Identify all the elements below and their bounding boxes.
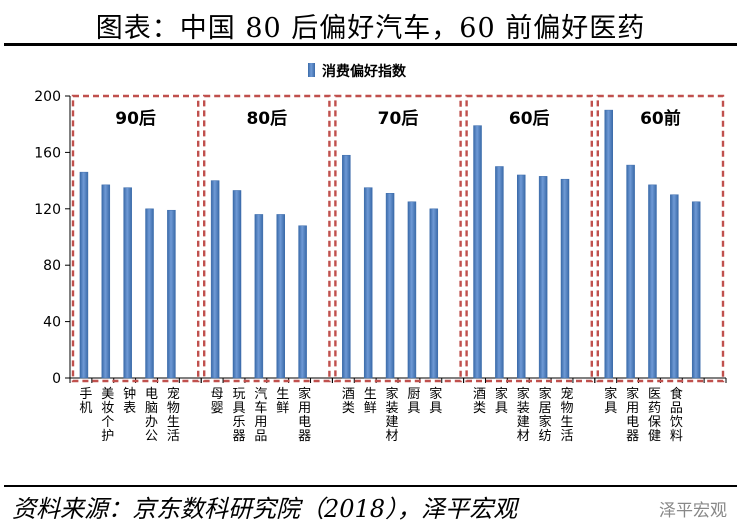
x-tick-label: 家具 <box>495 386 508 416</box>
bar <box>342 154 351 379</box>
group-label: 70后 <box>378 109 419 129</box>
x-tick-label: 酒类 <box>342 387 355 416</box>
x-tick-label: 家具 <box>429 386 442 416</box>
group-label: 60前 <box>640 108 681 129</box>
bar <box>604 109 613 379</box>
bar <box>429 208 439 379</box>
x-tick-label: 医药保健 <box>648 387 661 444</box>
bar <box>626 164 635 379</box>
chart-title: 图表：中国 80 后偏好汽车，60 前偏好医药 <box>95 13 646 44</box>
x-tick-label: 美妆个护 <box>101 387 114 444</box>
x-tick-label: 生鲜 <box>276 387 289 416</box>
group-box <box>334 94 462 383</box>
x-tick-label: 宠物生活 <box>167 386 180 444</box>
bar <box>560 178 570 379</box>
x-tick-label: 厨具 <box>407 387 420 416</box>
bar <box>232 190 242 379</box>
bar <box>254 214 264 379</box>
bar <box>298 225 307 379</box>
y-tick-label: 200 <box>34 89 61 105</box>
x-tick-label: 生鲜 <box>364 387 377 416</box>
y-tick-label: 120 <box>34 202 61 218</box>
group-label: 60后 <box>509 109 550 129</box>
x-tick-label: 家用电器 <box>298 386 311 444</box>
bar <box>210 180 220 379</box>
bar <box>691 201 701 379</box>
source-rule <box>4 485 737 487</box>
y-tick-label: 80 <box>43 258 61 274</box>
x-tick-label: 家装建材 <box>517 386 530 444</box>
title-rule <box>4 43 737 46</box>
watermark: 泽平宏观 <box>659 501 727 521</box>
x-tick-label: 宠物生活 <box>560 386 573 444</box>
bar <box>670 194 679 379</box>
x-tick-label: 家居家纺 <box>539 386 552 444</box>
bar <box>407 201 417 379</box>
bar <box>145 208 154 379</box>
group-label: 80后 <box>246 109 287 129</box>
y-tick-label: 160 <box>34 145 61 161</box>
bar <box>648 184 657 379</box>
legend: 消费偏好指数 <box>308 63 407 80</box>
x-tick-label: 家用电器 <box>626 386 639 444</box>
bar <box>473 125 482 379</box>
bar <box>276 214 285 379</box>
x-tick-label: 家装建材 <box>386 386 399 444</box>
y-tick-label: 0 <box>52 371 61 387</box>
bar <box>167 209 176 379</box>
x-tick-label: 钟表 <box>123 386 136 416</box>
x-tick-label: 手机 <box>79 387 92 416</box>
group-box <box>71 94 200 383</box>
x-tick-label: 家具 <box>604 386 617 416</box>
x-tick-label: 食品饮料 <box>670 386 683 444</box>
legend-label: 消费偏好指数 <box>322 63 407 80</box>
x-tick-label: 电脑办公 <box>145 387 158 444</box>
group-box <box>202 94 331 383</box>
group-box <box>465 94 594 383</box>
bar <box>385 193 395 379</box>
bar <box>495 166 504 379</box>
bar <box>538 176 548 379</box>
x-tick-label: 酒类 <box>473 387 486 416</box>
group-box <box>596 94 725 383</box>
bar <box>101 184 111 379</box>
bar <box>517 174 526 379</box>
bar <box>79 171 89 379</box>
x-tick-label: 汽车用品 <box>254 387 267 444</box>
x-tick-label: 玩具乐器 <box>232 387 245 444</box>
group-label: 90后 <box>115 109 156 129</box>
legend-swatch <box>308 63 315 77</box>
bar <box>123 187 132 379</box>
y-tick-label: 40 <box>43 315 61 331</box>
source-note: 资料来源：京东数科研究院（2018），泽平宏观 <box>12 495 518 523</box>
bar <box>363 187 373 379</box>
x-tick-label: 母婴 <box>211 387 224 416</box>
